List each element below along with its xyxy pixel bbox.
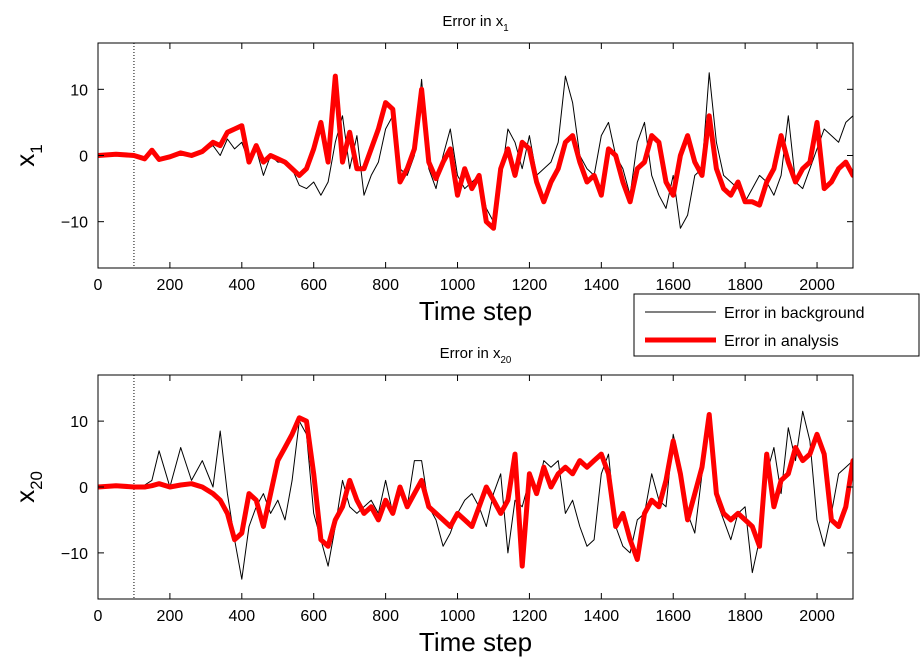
- x-tick-label: 400: [228, 608, 255, 625]
- legend: Error in background Error in analysis: [633, 293, 920, 357]
- series-line-analysis: [98, 412, 853, 569]
- y-tick-label: −10: [61, 215, 88, 232]
- axes-frame: [97, 374, 854, 600]
- x-tick-label: 600: [300, 608, 327, 625]
- panel-x20: Error in x20 x20 Time step 0 200 400 600 800…: [10, 345, 854, 657]
- legend-label-analysis: Error in analysis: [724, 333, 839, 350]
- panel-title: Error in x20: [440, 345, 512, 366]
- x-tick-label: 1000: [440, 608, 476, 625]
- axes-frame: [97, 42, 854, 269]
- x-tick-label: 1400: [584, 277, 620, 294]
- x-tick-label: 1000: [440, 277, 476, 294]
- plot-area: 0 200 400 600 800 1000 1200 1400 1600 1800 2000 −10…: [61, 42, 854, 294]
- panel-x1: Error in x1 x1 Time step 0 200 400 600 800 10…: [10, 13, 854, 326]
- x-tick-label: 200: [157, 608, 184, 625]
- x-tick-label: 1800: [727, 608, 763, 625]
- x-tick-label: 1800: [727, 277, 763, 294]
- y-axis-label: x1: [10, 144, 46, 166]
- x-tick-label: 1600: [655, 608, 691, 625]
- x-tick-label: 600: [300, 277, 327, 294]
- x-tick-label: 1200: [512, 608, 548, 625]
- y-tick-label: 10: [70, 82, 88, 99]
- series-line-analysis: [98, 73, 853, 231]
- legend-box: [633, 293, 920, 357]
- x-tick-label: 800: [372, 608, 399, 625]
- x-tick-label: 1200: [512, 277, 548, 294]
- x-tick-label: 2000: [799, 277, 835, 294]
- legend-label-background: Error in background: [724, 305, 865, 322]
- x-axis-label: Time step: [419, 296, 532, 326]
- x-tick-label: 0: [94, 277, 103, 294]
- x-axis-label: Time step: [419, 627, 532, 657]
- x-tick-label: 0: [94, 608, 103, 625]
- y-tick-label: 10: [70, 414, 88, 431]
- x-tick-label: 1400: [584, 608, 620, 625]
- series-line-background: [98, 410, 853, 580]
- x-tick-label: 800: [372, 277, 399, 294]
- y-tick-label: 0: [79, 480, 88, 497]
- x-tick-label: 400: [228, 277, 255, 294]
- panel-title: Error in x1: [442, 13, 508, 34]
- x-tick-label: 200: [157, 277, 184, 294]
- y-tick-label: −10: [61, 546, 88, 563]
- x-tick-label: 1600: [655, 277, 691, 294]
- y-tick-label: 0: [79, 149, 88, 166]
- series-line-background: [98, 72, 853, 229]
- plot-area: 0 200 400 600 800 1000 1200 1400 1600 1800 2000 −10…: [61, 374, 854, 625]
- x-tick-label: 2000: [799, 608, 835, 625]
- y-axis-label: x20: [10, 471, 46, 503]
